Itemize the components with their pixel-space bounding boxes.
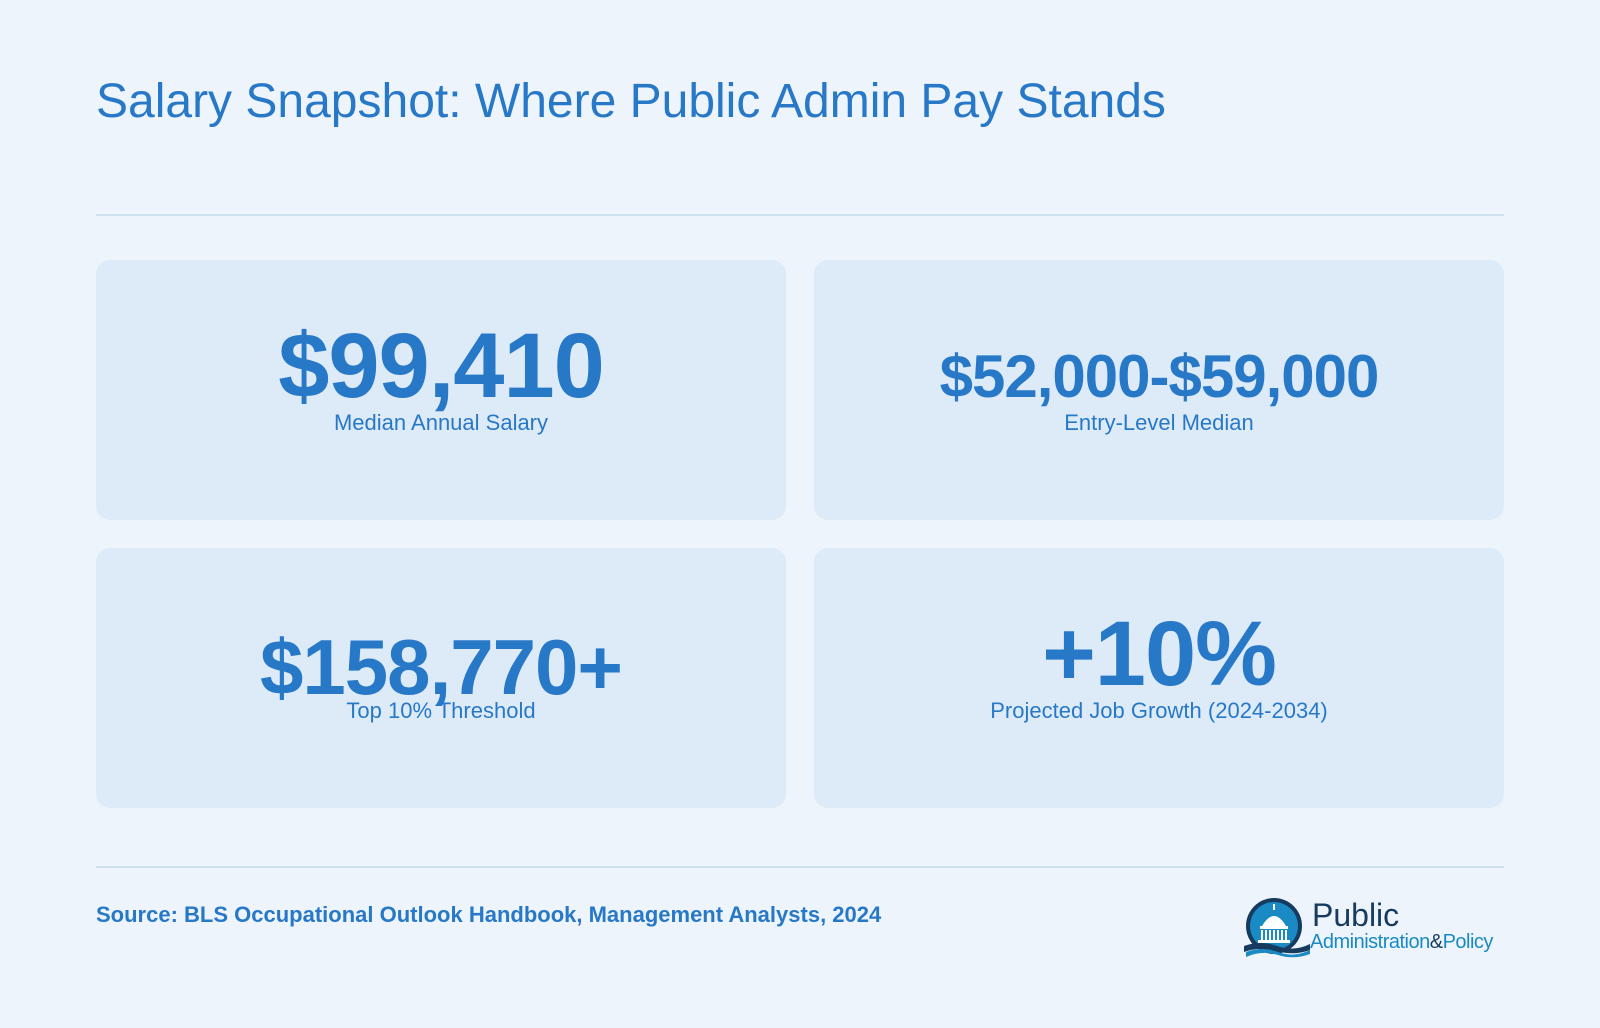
stat-card-top-ten: $158,770+ Top 10% Threshold [96,548,786,808]
logo-word-policy: Policy [1442,931,1494,953]
logo-wordmark-public: Public [1312,897,1400,933]
stat-value: $52,000-$59,000 [939,343,1380,410]
stat-label: Top 10% Threshold [346,698,536,723]
capitol-dome-icon [1244,898,1310,958]
bottom-divider [96,866,1504,868]
stat-label: Entry-Level Median [1064,410,1254,435]
logo-word-administration: Administration [1310,931,1430,953]
stat-value: +10% [1042,603,1277,705]
stat-card-job-growth: +10% Projected Job Growth (2024-2034) [814,548,1504,808]
source-citation: Source: BLS Occupational Outlook Handboo… [96,902,882,927]
stat-value: $99,410 [278,315,605,417]
stat-label: Median Annual Salary [333,410,549,435]
logo-ampersand: & [1429,931,1443,953]
top-divider [96,214,1504,216]
page-title: Salary Snapshot: Where Public Admin Pay … [96,75,1166,128]
stat-card-entry-level: $52,000-$59,000 Entry-Level Median [814,260,1504,520]
brand-logo[interactable]: Public Administration&Policy [1244,896,1506,960]
stat-label: Projected Job Growth (2024-2034) [990,698,1328,723]
stat-value: $158,770+ [260,623,623,711]
logo-wordmark-sub: Administration&Policy [1310,930,1493,954]
stat-card-median-salary: $99,410 Median Annual Salary [96,260,786,520]
